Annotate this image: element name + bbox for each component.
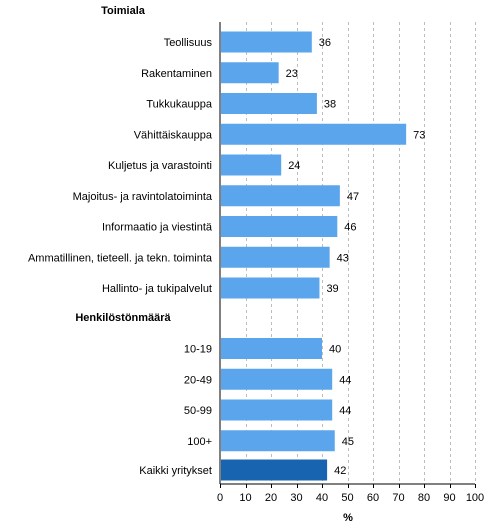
value-label: 39 bbox=[326, 283, 338, 295]
bars bbox=[221, 31, 407, 481]
bar bbox=[221, 459, 328, 481]
value-label: 23 bbox=[286, 68, 298, 80]
labels: 0 10 20 30 40 50 60 70 80 90 100% Toimiala Teollisuu… bbox=[28, 5, 484, 524]
x-tick-label: 90 bbox=[443, 492, 455, 504]
x-axis-title: % bbox=[343, 512, 353, 524]
bar bbox=[221, 216, 338, 237]
bar bbox=[221, 277, 320, 299]
value-label: 36 bbox=[319, 37, 331, 49]
x-tick-label: 40 bbox=[316, 492, 328, 504]
x-tick-label: 10 bbox=[239, 492, 251, 504]
value-label: 46 bbox=[344, 222, 356, 234]
value-label: 45 bbox=[342, 436, 354, 448]
x-tick-label: 0 bbox=[217, 492, 223, 504]
bar bbox=[221, 338, 322, 359]
value-label: 47 bbox=[347, 191, 359, 203]
category-label: Tukkukauppa bbox=[146, 99, 213, 111]
value-label: 73 bbox=[413, 129, 425, 141]
value-label: 42 bbox=[334, 465, 346, 477]
bar bbox=[221, 62, 279, 84]
bar bbox=[221, 93, 317, 114]
value-label: 44 bbox=[339, 405, 351, 417]
bar bbox=[221, 368, 333, 390]
category-label: 100+ bbox=[187, 436, 212, 448]
bar bbox=[221, 154, 282, 176]
group-heading: Toimiala bbox=[101, 5, 146, 17]
category-label: Informaatio ja viestintä bbox=[102, 222, 213, 234]
x-tick-label: 100 bbox=[466, 492, 484, 504]
bar bbox=[221, 399, 333, 421]
value-label: 43 bbox=[337, 252, 349, 264]
category-label: Ammatillinen, tieteell. ja tekn. toimint… bbox=[28, 252, 213, 264]
category-label: Rakentaminen bbox=[141, 68, 212, 80]
bar bbox=[221, 185, 340, 207]
bar bbox=[221, 430, 335, 452]
category-label: Teollisuus bbox=[164, 37, 213, 49]
category-label: Kuljetus ja varastointi bbox=[108, 160, 212, 172]
value-label: 38 bbox=[324, 99, 336, 111]
x-tick-label: 80 bbox=[418, 492, 430, 504]
value-label: 24 bbox=[288, 160, 300, 172]
category-label: 20-49 bbox=[184, 374, 212, 386]
category-label: Kaikki yritykset bbox=[139, 465, 212, 477]
category-label: Hallinto- ja tukipalvelut bbox=[102, 283, 212, 295]
value-label: 44 bbox=[339, 374, 351, 386]
x-tick-label: 70 bbox=[392, 492, 404, 504]
x-tick-label: 20 bbox=[265, 492, 277, 504]
group-heading: Henkilöstönmäärä bbox=[75, 312, 171, 324]
bar bbox=[221, 123, 407, 145]
category-label: 10-19 bbox=[184, 344, 212, 356]
category-label: Vähittäiskauppa bbox=[134, 129, 213, 141]
x-tick-label: 60 bbox=[367, 492, 379, 504]
category-label: Majoitus- ja ravintolatoiminta bbox=[73, 191, 213, 203]
bar bbox=[221, 246, 330, 268]
category-label: 50-99 bbox=[184, 405, 212, 417]
x-tick-label: 30 bbox=[290, 492, 302, 504]
x-tick-label: 50 bbox=[341, 492, 353, 504]
bar bbox=[221, 31, 312, 53]
value-label: 40 bbox=[329, 344, 341, 356]
